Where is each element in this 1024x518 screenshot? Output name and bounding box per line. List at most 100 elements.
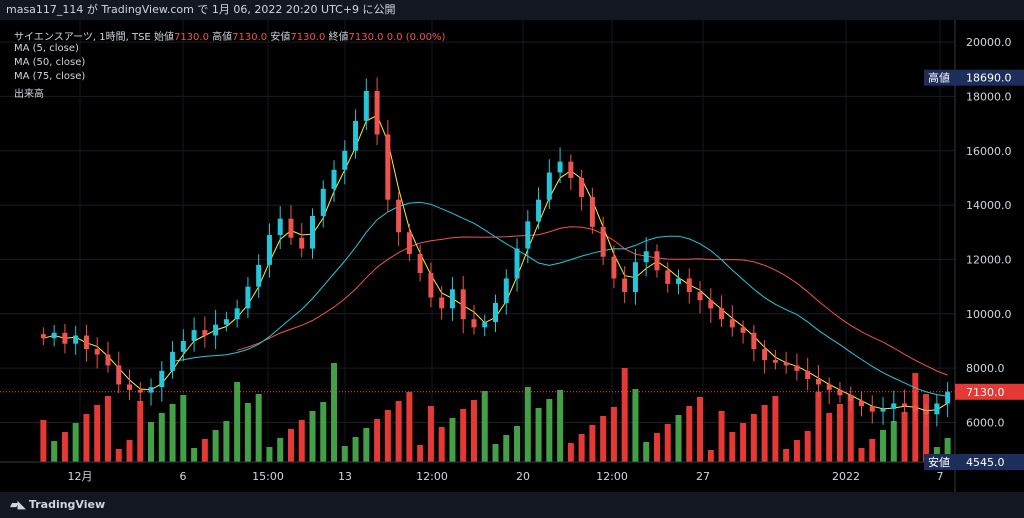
price-chart[interactable]: 20000.0 18000.0 16000.0 14000.0 12000.0 10000…: [0, 20, 1024, 492]
candle: [536, 187, 542, 230]
volume-bar: [384, 410, 391, 462]
candle: [159, 361, 165, 402]
volume-bar: [94, 405, 101, 462]
candle: [406, 223, 412, 261]
candle-body: [643, 251, 649, 263]
volume-bar: [460, 409, 467, 462]
candle-body: [40, 334, 46, 339]
candle: [676, 269, 681, 295]
volume-bar: [417, 445, 424, 462]
candle-body: [299, 237, 305, 249]
volume-bar: [427, 406, 434, 462]
candle-body: [83, 335, 89, 350]
volume-bar: [600, 416, 607, 462]
candle-body: [546, 172, 552, 200]
candle: [891, 390, 897, 424]
volume-bar: [632, 389, 639, 462]
candle-body: [503, 278, 509, 303]
candle: [460, 275, 466, 334]
candle: [902, 389, 908, 415]
candle-body: [310, 215, 315, 249]
candles: [40, 77, 951, 427]
time-tick-label: 20: [516, 470, 530, 483]
candle-body: [600, 226, 606, 257]
moving-averages: [43, 114, 948, 412]
volume-bar: [675, 415, 682, 462]
candle: [719, 295, 725, 328]
candle: [525, 210, 531, 264]
candle: [568, 154, 574, 191]
volume-bar: [115, 449, 122, 462]
candle: [428, 262, 434, 308]
volume-bar: [503, 435, 510, 462]
candle-body: [568, 161, 574, 178]
candle: [708, 288, 714, 323]
volume-bar: [761, 405, 768, 462]
volume-bar: [374, 419, 381, 462]
candle-body: [815, 378, 821, 385]
legend-ma75[interactable]: MA (75, close): [14, 71, 86, 82]
time-tick-label: 7: [937, 470, 944, 483]
candle-body: [794, 365, 800, 371]
legend-ma5[interactable]: MA (5, close): [14, 43, 79, 54]
candle-body: [374, 90, 380, 135]
volume-bar: [287, 429, 294, 462]
candle-body: [439, 297, 445, 309]
volume-bar: [212, 430, 219, 462]
candle: [740, 320, 746, 344]
legend-volume[interactable]: 出来高: [14, 89, 44, 100]
candle: [353, 109, 359, 159]
candle-body: [654, 251, 660, 271]
grid: [0, 20, 955, 462]
ma75-line: [236, 226, 948, 376]
volume-bar: [546, 399, 553, 462]
candle-body: [859, 400, 864, 407]
last-tag: 7130.0: [955, 383, 1024, 400]
candle-body: [482, 321, 488, 328]
candle: [869, 395, 875, 424]
candle: [643, 237, 649, 277]
candle-body: [180, 340, 186, 352]
legend-ma50[interactable]: MA (50, close): [14, 57, 86, 68]
candle-body: [880, 408, 886, 412]
candle: [579, 169, 585, 211]
time-tick-label: 12月: [68, 470, 93, 483]
volume-bar: [697, 397, 704, 462]
candle-body: [159, 370, 165, 388]
volume-bar: [298, 420, 305, 462]
candle: [374, 77, 380, 146]
tradingview-logo[interactable]: ▰◣ TradingView: [10, 498, 105, 511]
candle-body: [331, 169, 337, 189]
volume-bar: [740, 423, 747, 462]
volume-bar: [158, 413, 165, 462]
candle-body: [686, 278, 692, 293]
candle-body: [363, 90, 369, 121]
volume-bar: [890, 421, 897, 462]
candle-body: [385, 134, 391, 200]
time-tick-label: 13: [338, 470, 352, 483]
volume-bar: [201, 439, 208, 462]
volume-bar: [610, 407, 617, 462]
candle: [654, 244, 660, 278]
candle: [191, 317, 197, 352]
volume-bar: [481, 391, 488, 462]
ma5-line: [43, 114, 948, 412]
candle-body: [772, 359, 778, 363]
chart-area[interactable]: 20000.0 18000.0 16000.0 14000.0 12000.0 10000…: [0, 20, 1024, 492]
legend-symbol: サイエンスアーツ, 1時間, TSE: [14, 32, 151, 43]
candle-body: [223, 319, 229, 325]
candle-body: [934, 403, 940, 415]
candle-body: [891, 403, 897, 409]
last-tag-value: 7130.0: [966, 386, 1005, 399]
low-tag-value: 4545.0: [966, 456, 1005, 469]
volume-bar: [223, 421, 230, 462]
low-tag-label: 安値: [928, 455, 950, 469]
candle-body: [277, 218, 283, 235]
candle: [449, 276, 455, 321]
volume-bar: [169, 404, 176, 462]
volume-bar: [567, 443, 574, 462]
candle: [762, 340, 768, 374]
volume-bar: [880, 430, 887, 462]
candle: [493, 294, 498, 333]
volume-bar: [255, 394, 262, 462]
